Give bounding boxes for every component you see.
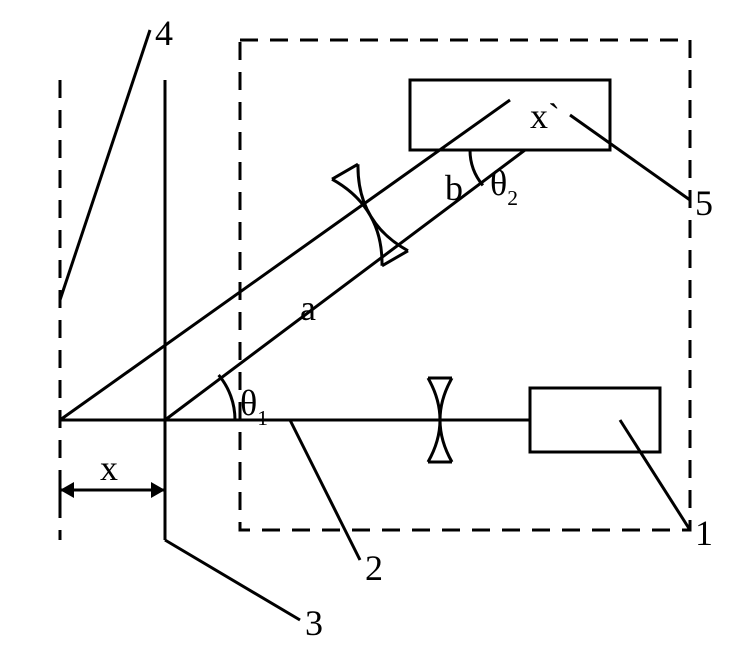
label-b: b [445,168,463,208]
laser-source [530,388,660,452]
ray-from-far-surface [60,100,510,420]
detector [410,80,610,150]
leader-l1 [620,420,690,530]
label-4: 4 [155,13,173,53]
label-theta1: θ1 [240,383,268,430]
label-a: a [300,288,316,328]
ray-from-near-surface [165,150,525,420]
leader-l5 [570,115,690,200]
label-theta2: θ2 [490,163,518,210]
label-2: 2 [365,548,383,588]
theta2-arc [470,150,483,185]
theta1-arc [219,375,235,420]
label-5: 5 [695,183,713,223]
leader-l3 [165,540,300,620]
leader-l2 [290,420,360,560]
label-x-prime: x` [530,96,560,136]
x-dimension [151,482,165,498]
label-x: x [100,448,118,488]
leader-l4 [60,30,150,300]
label-1: 1 [695,513,713,553]
label-3: 3 [305,603,323,643]
